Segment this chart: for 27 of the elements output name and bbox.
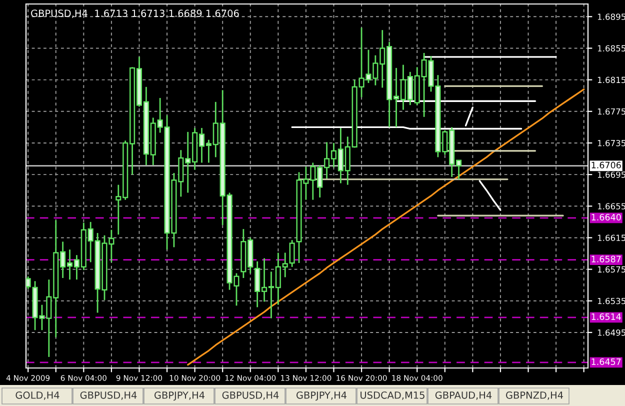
text: GBPUSD,H4	[80, 391, 137, 400]
ref-line-label: 1.6457	[592, 358, 621, 366]
y-tick-label: 1.6655	[598, 203, 625, 210]
text: USDCAD,M15	[360, 391, 424, 400]
y-tick-label: 1.6615	[598, 234, 625, 242]
y-tick-label: 1.6575	[598, 266, 625, 273]
y-tick-label: 1.6775	[598, 108, 625, 115]
text: GBPJPY,H4	[296, 391, 347, 401]
y-tick-label: 1.6695	[598, 172, 625, 178]
y-tick-label: 1.6895	[598, 14, 625, 20]
ref-line-label: 1.6706	[592, 162, 621, 168]
text: GBPNZD,H4	[506, 391, 563, 400]
line-series	[187, 88, 585, 366]
text: GBPUSD,H4 1.6713 1.6713 1.6689 1.6706	[31, 10, 239, 18]
y-tick-label: 1.6815	[598, 76, 625, 84]
y-tick-label: 1.6495	[598, 329, 625, 336]
y-tick-label: 1.6735	[598, 140, 625, 146]
text: GBPJPY,H4	[154, 391, 205, 401]
y-tick-label: 1.6535	[598, 298, 625, 304]
y-tick-label: 1.6855	[598, 45, 625, 52]
text: GOLD,H4	[16, 391, 60, 400]
ref-line-label: 1.6514	[592, 313, 621, 320]
text: GBPAUD,H4	[435, 391, 492, 400]
ref-line-label: 1.6587	[592, 256, 621, 262]
ref-line-label: 1.6640	[592, 214, 621, 221]
text: GBPUSD,H4	[222, 391, 279, 400]
line-series	[478, 180, 502, 211]
